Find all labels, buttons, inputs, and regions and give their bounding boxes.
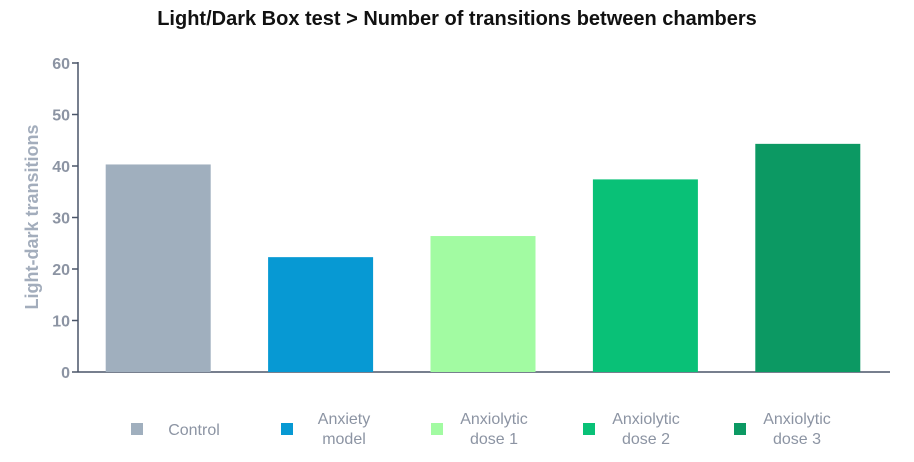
legend-swatch	[583, 423, 595, 435]
y-tick-label: 40	[52, 159, 70, 176]
legend-label: Control	[168, 422, 220, 439]
legend-label: dose 1	[470, 431, 518, 448]
chart-title: Light/Dark Box test > Number of transiti…	[157, 8, 757, 30]
legend-swatch	[431, 423, 443, 435]
bars	[105, 143, 861, 372]
legend-item-anxiolytic-dose-3: Anxiolytic dose 3	[734, 411, 831, 448]
y-tick-label: 60	[52, 56, 70, 73]
legend-swatch	[281, 423, 293, 435]
bar-anxiolytic-dose-1	[430, 236, 536, 372]
legend-swatch	[734, 423, 746, 435]
bar-control	[105, 164, 211, 372]
legend-label: Anxiolytic	[460, 411, 528, 428]
legend-label: Anxiolytic	[763, 411, 831, 428]
y-tick-label: 30	[52, 211, 70, 228]
legend-label: dose 2	[622, 431, 670, 448]
legend-label: dose 3	[773, 431, 821, 448]
y-tick-label: 0	[61, 365, 70, 382]
bar-anxiolytic-dose-3	[755, 143, 861, 372]
legend-item-anxiolytic-dose-1: Anxiolytic dose 1	[431, 411, 528, 448]
legend-label: model	[322, 431, 366, 448]
legend-item-anxiolytic-dose-2: Anxiolytic dose 2	[583, 411, 680, 448]
legend-swatch	[131, 423, 143, 435]
legend-item-control: Control	[131, 422, 220, 439]
y-tick-label: 10	[52, 314, 70, 331]
y-tick-label: 50	[52, 108, 70, 125]
y-axis-label: Light-dark transitions	[22, 124, 42, 309]
legend-item-anxiety-model: Anxiety model	[281, 411, 370, 448]
bar-anxiolytic-dose-2	[592, 179, 698, 372]
legend-label: Anxiolytic	[612, 411, 680, 428]
bar-anxiety-model	[268, 257, 374, 372]
legend-label: Anxiety	[318, 411, 370, 428]
y-tick-label: 20	[52, 262, 70, 279]
